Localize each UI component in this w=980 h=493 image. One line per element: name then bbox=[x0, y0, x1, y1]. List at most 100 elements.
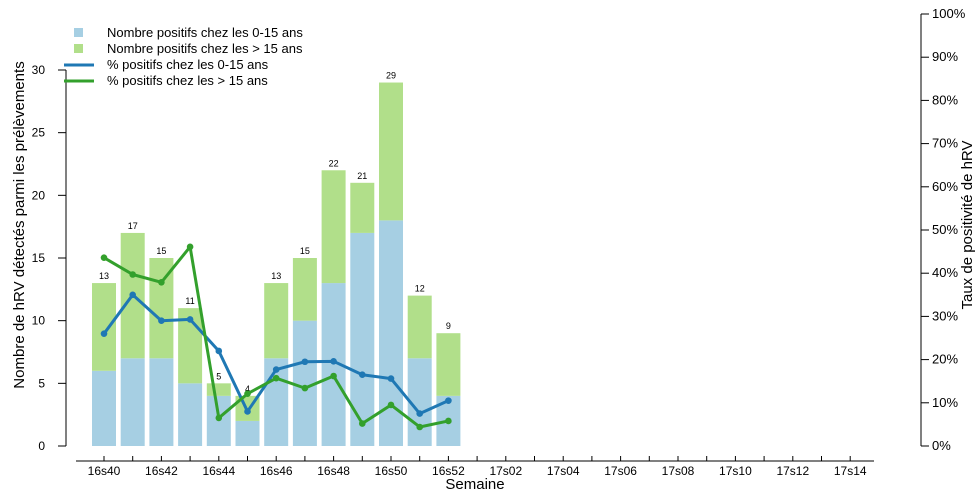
x-tick-label: 16s42 bbox=[145, 464, 178, 478]
right-axis: 0% 10% 20% 30% 40% 50% 60% 70% 80% 90% 100% bbox=[920, 6, 966, 453]
bar-0-15-16s42 bbox=[149, 358, 174, 446]
x-tick-label: 17s10 bbox=[719, 464, 752, 478]
point-pct-0-15-16s45 bbox=[244, 408, 251, 415]
point-pct-over-15-16s41 bbox=[129, 271, 136, 278]
bar-total-label: 22 bbox=[329, 158, 339, 168]
left-tick-label: 25 bbox=[32, 126, 46, 140]
point-pct-0-15-16s44 bbox=[215, 347, 223, 355]
bar-total-label: 13 bbox=[271, 271, 281, 281]
bar-total-label: 21 bbox=[357, 171, 367, 181]
left-tick-label: 0 bbox=[38, 439, 45, 453]
x-tick-label: 16s48 bbox=[317, 464, 350, 478]
x-tick-label: 17s08 bbox=[662, 464, 695, 478]
bars bbox=[92, 82, 461, 446]
left-tick-label: 30 bbox=[32, 63, 46, 77]
legend-label: % positifs chez les 0-15 ans bbox=[107, 57, 269, 72]
point-pct-over-15-16s42 bbox=[158, 278, 165, 286]
point-pct-over-15-16s40 bbox=[100, 254, 108, 261]
bar-total-label: 12 bbox=[415, 284, 425, 294]
right-tick-label: 70% bbox=[932, 136, 958, 151]
point-pct-0-15-16s49 bbox=[359, 371, 366, 379]
point-pct-over-15-16s52 bbox=[445, 417, 452, 425]
bar-over-15-16s52 bbox=[436, 333, 461, 396]
point-pct-over-15-16s45 bbox=[244, 390, 251, 398]
bar-over-15-16s40 bbox=[92, 283, 116, 371]
left-tick-label: 20 bbox=[32, 188, 46, 202]
point-pct-over-15-16s51 bbox=[416, 423, 424, 431]
right-tick-label: 50% bbox=[932, 222, 958, 237]
point-pct-0-15-16s46 bbox=[272, 366, 280, 373]
bar-0-15-16s46 bbox=[264, 358, 289, 446]
legend-label: % positifs chez les > 15 ans bbox=[107, 73, 268, 88]
left-tick-label: 15 bbox=[32, 251, 46, 265]
left-tick-label: 5 bbox=[38, 376, 45, 390]
right-axis-title: Taux de positivité de hRV bbox=[959, 141, 976, 310]
bar-over-15-16s51 bbox=[407, 295, 432, 359]
bar-total-label: 4 bbox=[245, 384, 250, 394]
x-axis: 16s40 16s42 16s44 16s46 16s48 16s50 16s52 17s02… bbox=[76, 456, 874, 478]
y-axis-title: Nombre de hRV détectés parmi les prélève… bbox=[11, 61, 28, 388]
point-pct-over-15-16s50 bbox=[387, 401, 395, 409]
x-tick-label: 17s04 bbox=[547, 464, 580, 478]
lines bbox=[100, 243, 452, 431]
legend-swatch bbox=[74, 28, 83, 37]
right-tick-label: 60% bbox=[932, 179, 958, 194]
point-pct-over-15-16s47 bbox=[301, 384, 309, 392]
bar-total-label: 5 bbox=[216, 371, 221, 381]
point-pct-0-15-16s48 bbox=[330, 358, 337, 365]
bar-labels: 13 17 15 11 5 4 13 15 22 21 29 12 9 bbox=[99, 71, 451, 394]
legend-swatch bbox=[74, 44, 83, 53]
point-pct-0-15-16s51 bbox=[416, 410, 424, 417]
x-tick-label: 17s14 bbox=[834, 464, 867, 478]
right-tick-label: 30% bbox=[932, 308, 958, 323]
right-tick-label: 80% bbox=[932, 92, 958, 107]
right-tick-label: 90% bbox=[932, 49, 958, 64]
legend-label: Nombre positifs chez les 0-15 ans bbox=[107, 25, 303, 40]
point-pct-over-15-16s48 bbox=[330, 372, 337, 380]
x-tick-label: 17s02 bbox=[489, 464, 522, 478]
bar-over-15-16s48 bbox=[321, 170, 346, 284]
bar-over-15-16s44 bbox=[206, 383, 231, 396]
bar-total-label: 15 bbox=[300, 246, 310, 256]
right-tick-label: 100% bbox=[932, 6, 966, 21]
bar-over-15-16s46 bbox=[264, 283, 289, 359]
x-tick-label: 16s50 bbox=[375, 464, 408, 478]
bar-total-label: 17 bbox=[128, 221, 138, 231]
x-tick-label: 16s40 bbox=[88, 464, 121, 478]
point-pct-0-15-16s41 bbox=[129, 291, 136, 299]
bar-total-label: 11 bbox=[185, 296, 194, 306]
left-tick-label: 10 bbox=[32, 314, 46, 328]
bar-over-15-16s49 bbox=[350, 182, 375, 233]
bar-total-label: 29 bbox=[386, 71, 396, 81]
point-pct-over-15-16s43 bbox=[186, 243, 194, 251]
left-axis: 0 5 10 15 20 25 30 bbox=[32, 63, 67, 453]
point-pct-over-15-16s46 bbox=[272, 374, 280, 382]
bar-total-label: 13 bbox=[99, 271, 109, 281]
legend: Nombre positifs chez les 0-15 ansNombre … bbox=[64, 25, 303, 88]
bar-0-15-16s45 bbox=[235, 420, 260, 446]
legend-label: Nombre positifs chez les > 15 ans bbox=[107, 41, 303, 56]
bar-0-15-16s49 bbox=[350, 232, 375, 446]
bar-over-15-16s47 bbox=[292, 258, 317, 321]
point-pct-0-15-16s42 bbox=[158, 317, 165, 325]
right-tick-label: 40% bbox=[932, 265, 958, 280]
x-axis-title: Semaine bbox=[445, 476, 504, 493]
x-tick-label: 17s06 bbox=[604, 464, 637, 478]
x-tick-label: 16s44 bbox=[202, 464, 235, 478]
point-pct-over-15-16s44 bbox=[215, 414, 223, 422]
x-tick-label: 16s46 bbox=[260, 464, 293, 478]
bar-over-15-16s50 bbox=[379, 82, 403, 221]
point-pct-0-15-16s47 bbox=[301, 358, 309, 366]
x-tick-label: 17s12 bbox=[776, 464, 809, 478]
point-pct-0-15-16s43 bbox=[186, 316, 194, 323]
x-tick-label: 16s52 bbox=[432, 464, 465, 478]
right-tick-label: 0% bbox=[932, 438, 951, 453]
bar-0-15-16s40 bbox=[92, 370, 116, 446]
bar-0-15-16s41 bbox=[120, 358, 145, 446]
point-pct-over-15-16s49 bbox=[359, 420, 366, 427]
point-pct-0-15-16s40 bbox=[100, 330, 108, 337]
bar-total-label: 9 bbox=[446, 321, 451, 331]
bar-0-15-16s43 bbox=[178, 383, 203, 446]
bar-total-label: 15 bbox=[156, 246, 166, 256]
